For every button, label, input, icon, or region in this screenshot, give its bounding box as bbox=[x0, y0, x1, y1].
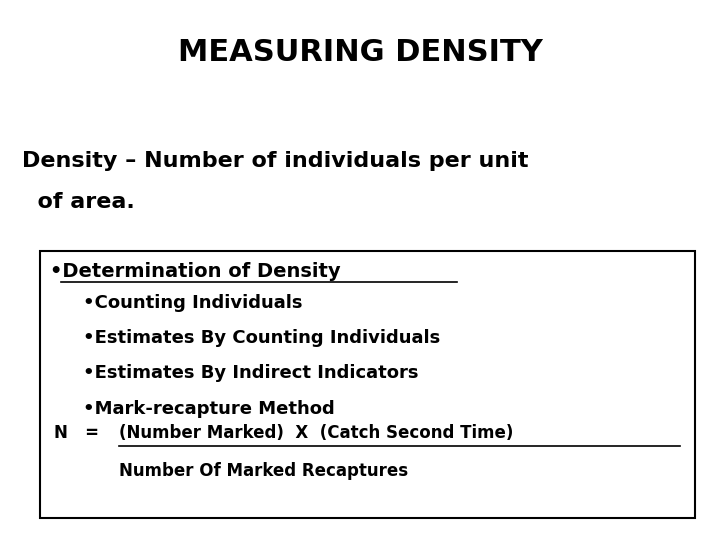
Text: Number Of Marked Recaptures: Number Of Marked Recaptures bbox=[119, 462, 408, 480]
Text: N   =: N = bbox=[54, 424, 104, 442]
Text: •Estimates By Counting Individuals: •Estimates By Counting Individuals bbox=[83, 329, 440, 347]
Text: Density – Number of individuals per unit: Density – Number of individuals per unit bbox=[22, 151, 528, 171]
Text: •Determination of Density: •Determination of Density bbox=[50, 262, 341, 281]
Text: •Counting Individuals: •Counting Individuals bbox=[83, 294, 302, 312]
Text: of area.: of area. bbox=[22, 192, 135, 212]
Text: (Number Marked)  X  (Catch Second Time): (Number Marked) X (Catch Second Time) bbox=[119, 424, 513, 442]
Text: •Estimates By Indirect Indicators: •Estimates By Indirect Indicators bbox=[83, 364, 418, 382]
FancyBboxPatch shape bbox=[40, 251, 695, 518]
Text: MEASURING DENSITY: MEASURING DENSITY bbox=[178, 38, 542, 67]
Text: •Mark-recapture Method: •Mark-recapture Method bbox=[83, 400, 335, 417]
